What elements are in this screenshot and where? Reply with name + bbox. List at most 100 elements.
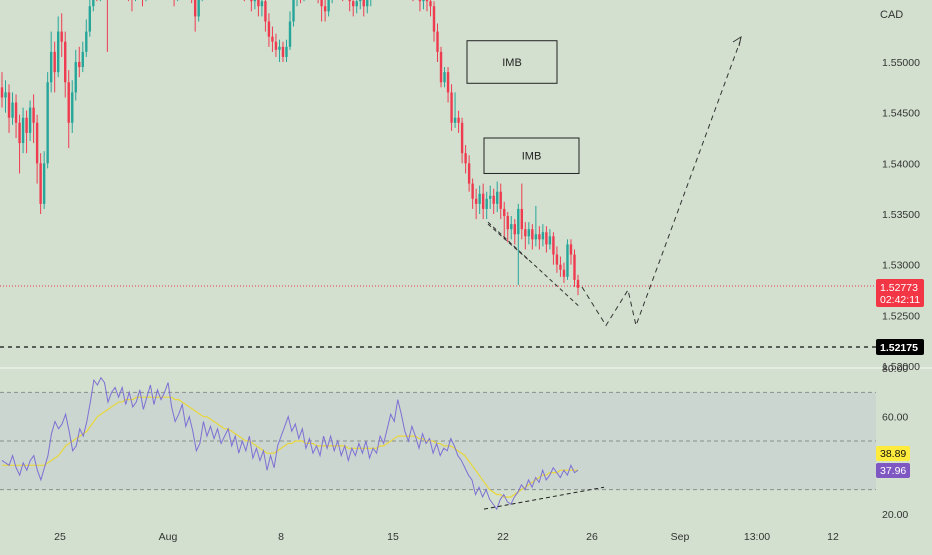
candle-body bbox=[573, 254, 576, 280]
rsi-tick-label: 20.00 bbox=[882, 509, 908, 521]
candle-body bbox=[555, 254, 559, 265]
candle-body bbox=[524, 229, 527, 237]
candle-body bbox=[281, 46, 285, 57]
candle-body bbox=[506, 216, 509, 230]
candle-body bbox=[7, 92, 11, 118]
candle-body bbox=[39, 163, 42, 204]
price-tick-label: 1.52000 bbox=[882, 361, 920, 373]
candle-body bbox=[552, 236, 555, 255]
candle-body bbox=[81, 51, 84, 68]
drawings: IMB IMB bbox=[0, 35, 932, 369]
price-tick-label: 1.54000 bbox=[882, 158, 920, 170]
candle-body bbox=[432, 6, 436, 32]
candle-body bbox=[320, 0, 323, 7]
rsi-value-badge bbox=[876, 463, 910, 478]
candle-body bbox=[348, 0, 351, 2]
candle-body bbox=[193, 0, 197, 17]
candle-body bbox=[257, 0, 260, 7]
candle-body bbox=[267, 21, 271, 37]
candle-body bbox=[92, 0, 95, 7]
candle-body bbox=[46, 82, 49, 164]
candle-body bbox=[439, 51, 443, 83]
candle-body bbox=[14, 102, 18, 123]
candle-body bbox=[35, 122, 39, 164]
candle-body bbox=[71, 92, 74, 123]
candle-body bbox=[531, 229, 534, 240]
candles bbox=[0, 0, 580, 296]
candle-body bbox=[478, 193, 481, 204]
candle-body bbox=[545, 232, 548, 245]
candle-body bbox=[488, 195, 492, 199]
price-tick-label: 1.55000 bbox=[882, 57, 920, 69]
candle-body bbox=[467, 163, 471, 184]
candle-body bbox=[566, 244, 569, 277]
candle-body bbox=[250, 0, 253, 2]
candle-body bbox=[510, 224, 513, 230]
candle-body bbox=[559, 264, 562, 270]
imbalance-label: IMB bbox=[522, 151, 542, 163]
price-tick-label: 1.53500 bbox=[882, 209, 920, 221]
candle-body bbox=[60, 31, 63, 42]
candle-body bbox=[520, 208, 524, 230]
candle-body bbox=[496, 191, 499, 204]
rsi-ma-value: 38.89 bbox=[880, 448, 906, 460]
candle-body bbox=[422, 0, 425, 2]
imbalance-box bbox=[483, 137, 580, 174]
time-tick-label: Aug bbox=[159, 531, 178, 543]
candle-body bbox=[323, 6, 327, 12]
key-level-badge bbox=[876, 339, 924, 355]
candle-body bbox=[21, 117, 25, 144]
candle-body bbox=[499, 191, 502, 209]
candle-body bbox=[53, 51, 56, 73]
candle-body bbox=[443, 72, 446, 83]
candle-body bbox=[362, 0, 365, 7]
candle-body bbox=[460, 122, 464, 154]
candle-body bbox=[418, 0, 422, 2]
candle-body bbox=[527, 229, 531, 237]
price-tick-label: 1.54500 bbox=[882, 108, 920, 120]
candle-body bbox=[42, 163, 46, 204]
rsi-panel bbox=[0, 376, 876, 511]
candle-body bbox=[32, 107, 35, 123]
projection-path bbox=[581, 41, 741, 328]
current-price-value: 1.52773 bbox=[880, 282, 918, 294]
price-tick-label: 1.53000 bbox=[882, 260, 920, 272]
candle-body bbox=[471, 183, 474, 199]
candle-body bbox=[481, 193, 485, 209]
candle-body bbox=[562, 269, 566, 277]
candle-body bbox=[569, 244, 573, 255]
candle-body bbox=[485, 198, 488, 209]
candle-body bbox=[464, 153, 467, 164]
rsi-tick-label: 80.00 bbox=[882, 363, 908, 375]
current-price-badge bbox=[876, 279, 924, 307]
candle-body bbox=[517, 208, 520, 235]
candle-body bbox=[457, 117, 460, 123]
rsi-ma-badge bbox=[876, 446, 910, 461]
candle-body bbox=[446, 72, 450, 93]
candle-body bbox=[260, 1, 264, 7]
candle-body bbox=[576, 279, 580, 288]
imbalance-box bbox=[466, 40, 558, 84]
time-tick-label: 15 bbox=[387, 531, 399, 543]
candle-body bbox=[64, 41, 67, 83]
candle-body bbox=[474, 198, 478, 204]
candle-body bbox=[436, 31, 439, 52]
candle-body bbox=[548, 236, 552, 245]
candle-body bbox=[285, 46, 288, 57]
candle-body bbox=[18, 122, 21, 144]
candle-body bbox=[513, 224, 516, 235]
imbalance-label: IMB bbox=[502, 57, 522, 69]
countdown-timer: 02:42:11 bbox=[880, 294, 920, 306]
candle-body bbox=[253, 0, 257, 2]
candle-body bbox=[4, 92, 7, 98]
time-tick-label: 22 bbox=[497, 531, 509, 543]
candle-body bbox=[541, 232, 545, 240]
candle-body bbox=[492, 195, 495, 204]
candle-body bbox=[352, 1, 355, 7]
rsi-ma-line bbox=[2, 396, 578, 498]
candle-body bbox=[67, 82, 70, 123]
candle-body bbox=[450, 92, 453, 123]
candle-body bbox=[25, 117, 28, 133]
